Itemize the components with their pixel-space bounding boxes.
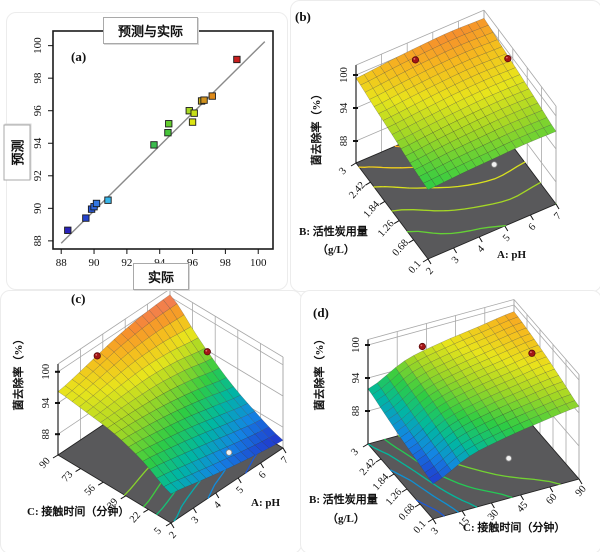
svg-text:100: 100: [250, 257, 267, 269]
panel-b-zaxis-label: 菌去除率（%）: [311, 88, 323, 166]
panel-b-tag: (b): [295, 9, 311, 24]
svg-text:1.26: 1.26: [384, 487, 404, 508]
svg-text:60: 60: [544, 492, 559, 507]
svg-text:3: 3: [349, 447, 361, 458]
panel-d-left-axis-label: B: 活性炭用量: [309, 494, 378, 506]
panel-c-zaxis-label: 菌去除率（%）: [13, 333, 25, 411]
panel-c-left-axis-label: C: 接触时间（分钟）: [27, 506, 130, 518]
svg-text:90: 90: [89, 257, 101, 269]
panel-c-right-axis-label: A: pH: [251, 497, 281, 509]
svg-text:98: 98: [32, 72, 44, 84]
svg-text:90: 90: [574, 484, 589, 499]
svg-text:88: 88: [41, 429, 52, 440]
svg-text:1.26: 1.26: [376, 218, 396, 239]
panel-a-xlabel: 实际: [133, 263, 190, 290]
svg-text:1.84: 1.84: [371, 471, 392, 493]
svg-text:100: 100: [351, 337, 362, 353]
svg-text:96: 96: [187, 257, 199, 269]
svg-text:5: 5: [501, 233, 513, 244]
panel-b-right-axis-label: A: pH: [497, 249, 527, 261]
svg-text:3: 3: [450, 255, 462, 266]
svg-text:94: 94: [351, 372, 362, 383]
svg-text:88: 88: [56, 257, 68, 269]
svg-text:100: 100: [32, 37, 44, 54]
svg-text:7: 7: [279, 455, 291, 466]
svg-text:56: 56: [83, 483, 98, 498]
svg-text:4: 4: [212, 499, 224, 511]
svg-text:7: 7: [552, 211, 564, 222]
svg-text:45: 45: [515, 500, 530, 515]
panel-d-left-axis-label-unit: （g/L）: [327, 513, 365, 525]
svg-text:0.1: 0.1: [407, 259, 424, 276]
panel-c-tag: (c): [71, 291, 86, 306]
svg-text:4: 4: [475, 243, 487, 255]
svg-text:88: 88: [351, 406, 362, 417]
surface-plot-b: 3 2.421.841.260.680.1 2 3 4 5 6 7 88 94 100: [337, 9, 564, 277]
svg-text:5: 5: [234, 485, 246, 496]
svg-text:0.1: 0.1: [412, 519, 429, 536]
svg-text:1.84: 1.84: [362, 199, 383, 221]
svg-text:92: 92: [121, 257, 132, 269]
svg-text:90: 90: [32, 202, 44, 214]
svg-text:73: 73: [60, 469, 75, 484]
svg-text:2.42: 2.42: [358, 457, 378, 478]
panel-d-tag: (d): [313, 305, 329, 320]
svg-text:6: 6: [257, 470, 269, 481]
svg-text:94: 94: [41, 397, 52, 408]
svg-text:6: 6: [527, 222, 539, 233]
panel-d-surface: (d) 菌去除率（%） B: 活性炭用量 （g/L） C: 接触时间（分钟） 3…: [300, 290, 600, 552]
svg-text:5: 5: [152, 526, 164, 537]
svg-text:88: 88: [339, 136, 350, 147]
panel-c-surface: (c) 菌去除率（%） C: 接触时间（分钟） A: pH 90 73 56 39 22…: [0, 288, 302, 552]
svg-text:92: 92: [32, 170, 44, 181]
panel-a-title: 预测与实际: [103, 17, 199, 44]
svg-text:0.68: 0.68: [397, 502, 417, 523]
svg-text:100: 100: [41, 364, 52, 380]
scatter-plot-a: 889092949698100889092949698100: [32, 30, 274, 269]
svg-text:94: 94: [32, 137, 44, 149]
svg-text:90: 90: [38, 456, 53, 471]
panel-b-left-axis-label-unit: （g/L）: [317, 244, 355, 256]
svg-text:2: 2: [424, 266, 436, 277]
svg-text:22: 22: [128, 510, 143, 525]
svg-text:94: 94: [339, 102, 350, 113]
svg-text:88: 88: [32, 235, 44, 247]
panel-b-left-axis-label: B: 活性炭用量: [299, 226, 368, 238]
svg-text:3: 3: [337, 166, 349, 177]
panel-a-ylabel: 预测: [3, 124, 31, 181]
svg-text:100: 100: [339, 67, 350, 83]
svg-text:96: 96: [32, 105, 44, 117]
svg-text:0.68: 0.68: [391, 238, 411, 259]
panel-a-tag: (a): [71, 49, 87, 64]
svg-text:98: 98: [220, 257, 232, 269]
svg-text:2: 2: [167, 530, 179, 541]
panel-d-zaxis-label: 菌去除率（%）: [314, 333, 326, 411]
svg-text:3: 3: [190, 515, 202, 526]
svg-text:2.42: 2.42: [347, 180, 367, 201]
panel-d-right-axis-label: C: 接触时间（分钟）: [463, 522, 566, 534]
panel-a-scatter: 预测与实际 预测 实际 (a) 889092949698100889092949…: [3, 12, 288, 290]
svg-text:3: 3: [429, 526, 441, 537]
panel-b-surface: (b) 菌去除率（%） B: 活性炭用量 （g/L） A: pH 3 2.42 1.…: [290, 0, 600, 292]
